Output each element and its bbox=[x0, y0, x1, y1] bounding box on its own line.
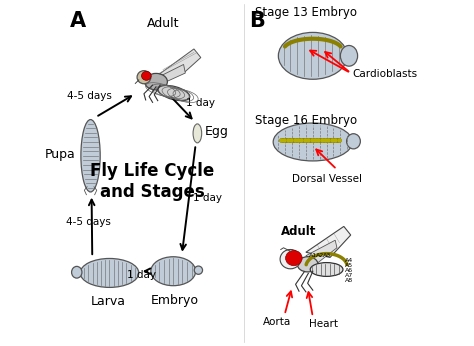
Text: 1 day: 1 day bbox=[186, 98, 215, 108]
Ellipse shape bbox=[80, 258, 139, 288]
Text: 4-5 days: 4-5 days bbox=[66, 217, 111, 227]
Text: Stage 16 Embryo: Stage 16 Embryo bbox=[255, 114, 357, 127]
Ellipse shape bbox=[158, 85, 190, 101]
Polygon shape bbox=[156, 64, 185, 82]
Ellipse shape bbox=[151, 257, 196, 286]
Ellipse shape bbox=[193, 124, 201, 143]
Text: A3: A3 bbox=[323, 254, 331, 258]
Text: B: B bbox=[249, 11, 265, 31]
Polygon shape bbox=[306, 240, 337, 263]
Polygon shape bbox=[306, 226, 351, 257]
Ellipse shape bbox=[310, 263, 343, 276]
Ellipse shape bbox=[280, 249, 301, 269]
Text: Egg: Egg bbox=[204, 125, 228, 138]
Ellipse shape bbox=[142, 71, 151, 80]
Ellipse shape bbox=[273, 123, 353, 161]
Text: A4: A4 bbox=[345, 258, 353, 263]
Ellipse shape bbox=[346, 134, 360, 149]
Text: A5: A5 bbox=[345, 263, 353, 268]
Text: Larva: Larva bbox=[90, 295, 125, 308]
Polygon shape bbox=[156, 49, 201, 76]
Text: Fly Life Cycle
and Stages: Fly Life Cycle and Stages bbox=[91, 162, 215, 201]
Text: A6: A6 bbox=[345, 268, 353, 273]
Ellipse shape bbox=[340, 45, 357, 66]
Ellipse shape bbox=[286, 251, 302, 266]
Text: Embryo: Embryo bbox=[151, 294, 199, 307]
Ellipse shape bbox=[72, 266, 82, 278]
Text: 1 day: 1 day bbox=[127, 270, 155, 280]
Text: Adult: Adult bbox=[282, 225, 317, 238]
Text: A2: A2 bbox=[316, 254, 325, 258]
Text: A: A bbox=[70, 11, 86, 31]
Text: Stage 13 Embryo: Stage 13 Embryo bbox=[255, 6, 357, 19]
Text: Aorta: Aorta bbox=[263, 317, 291, 327]
Ellipse shape bbox=[145, 73, 167, 90]
Text: Cardioblasts: Cardioblasts bbox=[353, 69, 418, 79]
Ellipse shape bbox=[81, 120, 100, 192]
Ellipse shape bbox=[194, 266, 202, 274]
Text: 1 day: 1 day bbox=[193, 193, 222, 202]
Text: Adult: Adult bbox=[146, 17, 179, 30]
Text: Pupa: Pupa bbox=[44, 147, 75, 161]
Text: A7: A7 bbox=[345, 273, 353, 278]
Text: Heart: Heart bbox=[309, 319, 337, 329]
Text: 4-5 days: 4-5 days bbox=[67, 91, 112, 101]
Ellipse shape bbox=[137, 71, 151, 84]
Text: Dorsal Vessel: Dorsal Vessel bbox=[292, 174, 362, 184]
Ellipse shape bbox=[297, 257, 318, 272]
Text: A1: A1 bbox=[310, 254, 318, 258]
Ellipse shape bbox=[278, 33, 347, 79]
Text: A8: A8 bbox=[345, 278, 353, 283]
